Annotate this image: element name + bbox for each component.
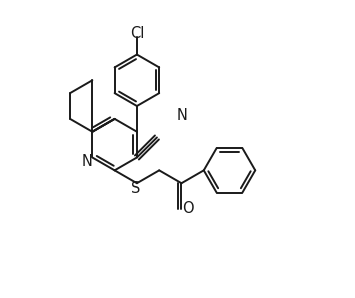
Text: O: O xyxy=(182,201,194,216)
Text: N: N xyxy=(82,154,93,169)
Text: S: S xyxy=(131,181,140,196)
Text: Cl: Cl xyxy=(130,26,144,41)
Text: N: N xyxy=(176,108,187,123)
